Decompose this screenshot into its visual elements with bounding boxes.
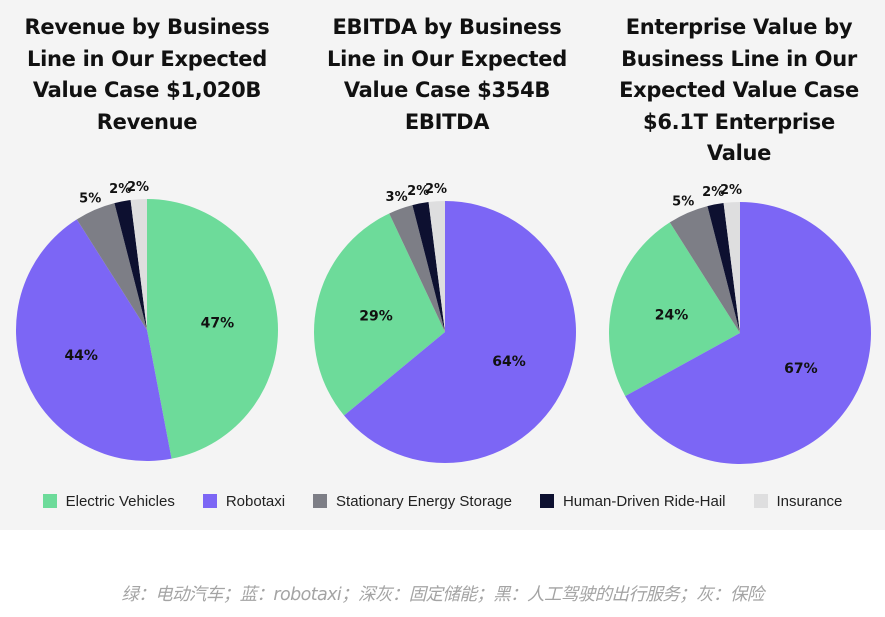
pie-slice-enterprise-value-stationary-energy-storage <box>669 206 740 333</box>
pie-label-ebitda-robotaxi: 64% <box>492 354 526 370</box>
legend-item-human-driven-ride-hail: Human-Driven Ride-Hail <box>539 493 726 510</box>
pie-slice-enterprise-value-human-driven-ride-hail <box>707 203 740 333</box>
pie-slice-ebitda-human-driven-ride-hail <box>412 202 445 332</box>
pie-label-enterprise-value-human-driven-ride-hail: 2% <box>702 185 724 200</box>
pie-label-ebitda-electric-vehicles: 29% <box>359 309 393 325</box>
legend-item-electric-vehicles: Electric Vehicles <box>42 493 175 510</box>
legend: Electric Vehicles Robotaxi Stationary En… <box>0 490 885 512</box>
pie-slice-enterprise-value-robotaxi <box>625 202 871 465</box>
pie-slice-enterprise-value-electric-vehicles <box>608 222 740 397</box>
pie-slice-revenue-insurance <box>130 199 147 330</box>
pie-slice-ebitda-robotaxi <box>344 201 576 464</box>
pie-label-enterprise-value-insurance: 2% <box>720 183 742 198</box>
pie-slice-revenue-stationary-energy-storage <box>76 203 147 330</box>
figure-caption: 绿：电动汽车；蓝：robotaxi；深灰：固定储能；黑：人工驾驶的出行服务；灰：… <box>121 585 764 605</box>
pie-slice-revenue-electric-vehicles <box>147 199 279 459</box>
pie-label-enterprise-value-electric-vehicles: 24% <box>655 307 689 323</box>
legend-item-stationary-energy-storage: Stationary Energy Storage <box>313 493 512 510</box>
pie-label-ebitda-insurance: 2% <box>425 182 447 197</box>
pie-slice-revenue-human-driven-ride-hail <box>114 200 147 330</box>
pie-slice-enterprise-value-insurance <box>723 202 740 333</box>
legend-swatch <box>313 494 328 508</box>
legend-swatch <box>753 494 768 508</box>
pie-label-revenue-electric-vehicles: 47% <box>201 315 235 331</box>
pie-label-enterprise-value-robotaxi: 67% <box>784 361 818 377</box>
pie-label-enterprise-value-stationary-energy-storage: 5% <box>672 194 694 209</box>
pie-label-revenue-insurance: 2% <box>127 180 149 195</box>
pie-label-ebitda-stationary-energy-storage: 3% <box>386 190 408 205</box>
pie-charts: 47%44%5%2%2%29%64%3% 2%2%24%67%5%2%2% <box>15 180 871 465</box>
pie-slice-ebitda-stationary-energy-storage <box>389 205 445 332</box>
pie-label-revenue-stationary-energy-storage: 5% <box>79 191 101 206</box>
chart-title-enterprise-value: Enterprise Value by Business Line in Our… <box>619 15 859 165</box>
legend-item-robotaxi: Robotaxi <box>202 493 285 510</box>
pie-label-revenue-robotaxi: 44% <box>64 348 98 364</box>
pie-slice-ebitda-insurance <box>428 200 445 332</box>
pie-slice-ebitda-electric-vehicles <box>314 213 445 416</box>
pie-label-revenue-human-driven-ride-hail: 2% <box>109 182 131 197</box>
pie-label-ebitda-human-driven-ride-hail: 2% <box>407 184 429 199</box>
pie-slice-revenue-robotaxi <box>15 219 172 462</box>
chart-title-revenue: Revenue by Business Line in Our Expected… <box>24 15 270 134</box>
legend-swatch <box>42 494 57 508</box>
figure-panel: Revenue by Business Line in Our Expected… <box>0 0 885 530</box>
legend-item-insurance: Insurance <box>753 493 842 510</box>
legend-swatch <box>202 494 217 508</box>
legend-swatch <box>539 494 554 508</box>
chart-title-ebitda: EBITDA by Business Line in Our Expected … <box>327 15 567 134</box>
